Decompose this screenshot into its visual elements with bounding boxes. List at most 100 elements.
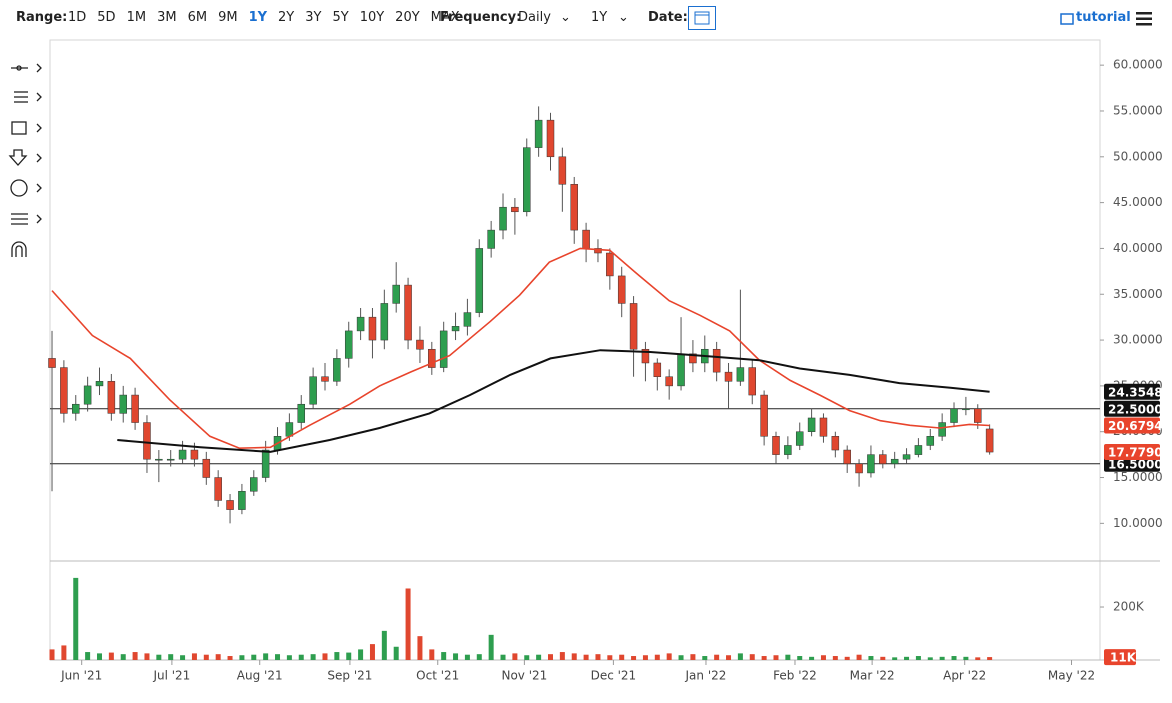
volume-bar [108,652,114,660]
moving-average-line [51,247,990,450]
arrow-tool[interactable] [8,149,42,166]
candle-body [890,458,899,465]
candle-body [558,156,567,185]
volume-bar [749,654,755,660]
x-tick-label: Mar '22 [850,669,895,683]
annotation-tool[interactable] [10,179,42,197]
volume-bar [251,654,257,660]
volume-bar [678,655,684,660]
volume-bar [476,654,482,660]
range-button[interactable]: 3M [157,10,177,25]
candle-body [143,422,151,460]
range-button[interactable]: 5D [97,10,116,25]
candle-body [523,147,531,213]
candle-body [155,458,163,461]
volume-bar [96,653,102,660]
y-tick-label: 45.0000 [1113,195,1163,209]
x-tick-label: Apr '22 [943,669,986,683]
volume-bar [346,652,352,660]
candle-body [784,445,792,455]
period-select[interactable]: 1Y [591,10,608,25]
candle-body [368,316,377,341]
shape-tool[interactable] [11,121,42,135]
fib-tool[interactable] [14,91,42,103]
y-tick-label: 10.0000 [1113,516,1163,530]
pattern-tool[interactable] [11,213,42,225]
volume-bar [132,652,138,660]
volume-bar [215,654,221,660]
candle-body [617,275,626,304]
volume-bar [512,653,518,660]
y-tick-label: 35.0000 [1113,287,1163,301]
candle-body [594,248,602,254]
price-badge-label: 20.6794 [1108,419,1163,433]
candle-body [867,454,875,474]
y-tick-label: 50.0000 [1113,149,1163,163]
candle-body [962,408,970,411]
range-button[interactable]: 1Y [248,10,268,25]
range-button[interactable]: MAX [430,10,460,25]
candle-body [843,449,851,465]
calendar-button[interactable] [688,6,716,30]
tutorial-link[interactable]: tutorial [1076,10,1131,25]
range-button[interactable]: 5Y [332,10,349,25]
candle-body [926,436,935,446]
candle-body [226,500,234,510]
candle-body [475,248,484,313]
candle-body [107,381,116,414]
candle-body [689,353,697,364]
range-button[interactable]: 10Y [359,10,385,25]
range-button[interactable]: 9M [218,10,238,25]
price-badge-label: 16.5000 [1108,457,1163,471]
range-button[interactable]: 20Y [395,10,420,25]
volume-bar [832,656,838,660]
volume-bar [334,652,340,660]
volume-bar [85,652,91,660]
volume-bar [595,654,601,660]
candle-body [95,381,104,387]
frequency-select[interactable]: Daily [518,10,551,25]
range-button[interactable]: 2Y [278,10,295,25]
range-button[interactable]: 1M [126,10,147,25]
volume-bar [322,653,328,660]
toolbar: Range: Frequency: Daily ⌄ 1Y ⌄ Date: tut… [0,0,1172,36]
volume-bar [880,656,886,660]
range-button[interactable]: 3Y [305,10,322,25]
y-tick-label: 15.0000 [1113,470,1163,484]
candle-body [831,436,840,451]
volume-bar [726,655,732,660]
volume-bar [275,654,281,660]
volume-bar [631,656,637,660]
volume-bar [690,654,696,660]
candle-body [178,449,187,460]
candle-body [950,408,958,423]
volume-bar [73,577,79,660]
volume-bar [144,653,150,660]
chevron: ⌄ [560,10,571,25]
candle-body [392,284,400,304]
candle-body [499,206,507,231]
volume-bar [844,656,850,660]
candle-body [487,229,495,249]
price-badge [1104,417,1160,434]
candle-body [665,376,673,387]
volume-bar [49,649,55,660]
range-button[interactable]: 6M [187,10,208,25]
candle-body [795,431,804,446]
volume-bar [156,654,162,660]
candle-body [807,417,816,432]
volume-bar [191,653,197,660]
menu-button[interactable] [1136,12,1152,26]
volume-bar [369,644,375,660]
volume-bar [797,656,803,660]
price-badge-label: 24.3548 [1108,385,1163,399]
range-button[interactable]: 1D [68,10,87,25]
volume-bar [904,656,910,660]
line-tool[interactable] [11,63,42,73]
volume-bar [951,656,957,660]
candle-body [451,326,460,332]
x-tick-label: Nov '21 [501,669,547,683]
magnet-tool[interactable] [11,241,27,257]
volume-bar [417,636,423,660]
date-label: Date: [648,10,688,25]
